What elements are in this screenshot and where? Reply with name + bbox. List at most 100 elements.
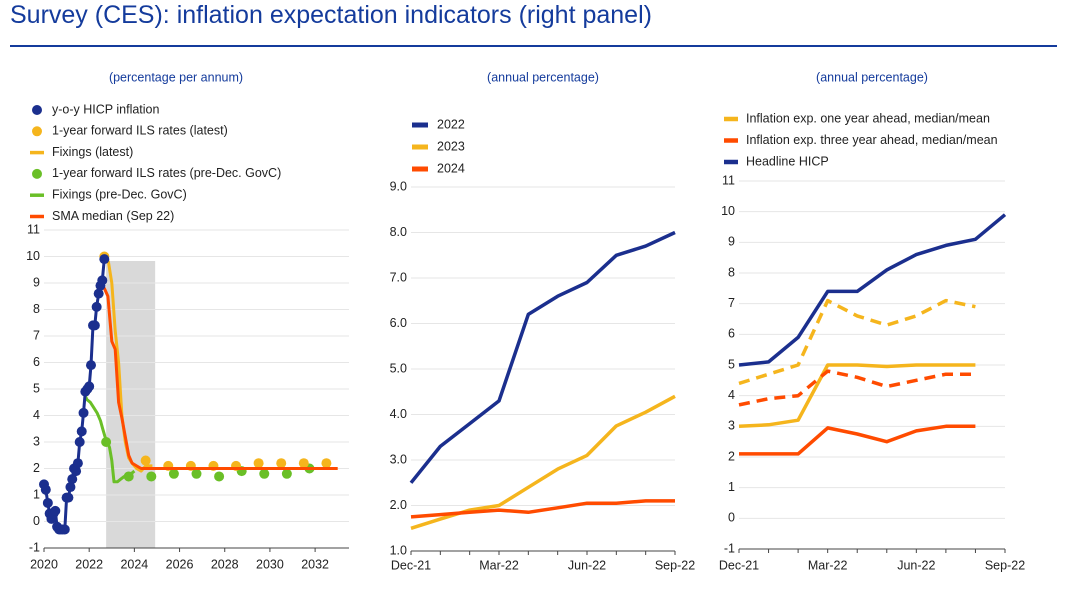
panel3-y-tick-label: 5 [728,357,735,371]
panel3-y-tick-label: 7 [728,296,735,310]
panel3-legend-label: Inflation exp. one year ahead, median/me… [746,111,990,125]
panel3-series-line [738,213,1007,367]
panel2-y-tick-label: 7.0 [390,270,407,284]
panel2-y-tick-label: 3.0 [390,452,407,466]
panel1-data-point [259,468,270,479]
panel1-legend-label: 1-year forward ILS rates (pre-Dec. GovC) [52,166,281,180]
panel3-legend-label: Inflation exp. three year ahead, median/… [746,133,998,147]
panel1-data-point [168,468,179,479]
panel1-series-line [99,282,338,470]
panel1-x-tick-label: 2028 [211,557,239,571]
panel2-y-tick-label: 4.0 [390,407,407,421]
panel1-y-tick-label: 2 [33,461,40,475]
panel3-x-tick-label: Jun-22 [897,558,935,572]
panel1-data-point [146,471,157,482]
panel1-data-point [97,275,108,286]
panel1-subtitle: (percentage per annum) [109,70,243,84]
panel1-data-point [59,524,70,535]
panel1-data-point [78,407,89,418]
panel1-x-tick-label: 2022 [75,557,103,571]
panel2-x-tick-label: Dec-21 [391,558,431,572]
panel2-y-tick-label: 5.0 [390,361,407,375]
panel1-data-point [191,468,202,479]
panel1-data-point [99,254,110,265]
panel3-y-tick-label: 4 [728,388,735,402]
panel1-data-point [84,381,95,392]
panel1-y-tick-label: 0 [33,514,40,528]
title-divider [10,45,1057,47]
page-title: Survey (CES): inflation expectation indi… [10,1,652,29]
panel2-legend-label: 2022 [437,117,465,131]
panel1-y-tick-label: 8 [33,302,40,316]
panel1-y-tick-label: 9 [33,275,40,289]
panel1-data-point [214,471,225,482]
panel1-y-tick-label: 7 [33,328,40,342]
panel2-subtitle: (annual percentage) [487,70,599,84]
panel1-x-tick-label: 2020 [30,557,58,571]
panel1-y-tick-label: -1 [29,540,40,554]
panel1-legend-label: SMA median (Sep 22) [52,209,174,223]
panel1-y-tick-label: 11 [27,222,40,236]
panel3-legend-label: Headline HICP [746,154,829,168]
panel1-data-point [93,288,104,299]
panel3-series-line [739,424,976,456]
panel1-data-point [253,458,264,469]
panel1-y-tick-label: 4 [33,408,40,422]
panel2-y-tick-label: 1.0 [390,543,407,557]
panel3-series-line [738,363,976,429]
panel1-y-tick-label: 3 [33,434,40,448]
panel3-y-tick-label: 8 [728,265,735,279]
panel2-x-tick-label: Sep-22 [655,558,695,572]
panel1-data-point [276,458,287,469]
panel3-y-tick-label: 1 [728,480,735,494]
panel2-x-tick-label: Mar-22 [479,558,519,572]
panel1-data-point [91,301,102,312]
panel1-legend-marker [32,168,42,179]
panel2-legend-label: 2024 [437,161,465,175]
panel1-data-point [72,458,83,469]
panel3-y-tick-label: 0 [728,511,735,525]
panel1-legend-marker [32,126,42,137]
panel3-y-tick-label: 2 [728,449,735,463]
panel3-x-tick-label: Sep-22 [985,558,1025,572]
panel1-data-point [140,455,151,466]
panel1-x-tick-label: 2024 [120,557,148,571]
panel1-data-point [101,437,112,447]
panel1-x-tick-label: 2026 [166,557,194,571]
panel1-legend-label: Fixings (pre-Dec. GovC) [52,187,187,201]
panel1-data-point [63,492,74,503]
panel1-data-point [89,320,100,331]
panel1-x-tick-label: 2030 [256,557,284,571]
panel1-data-point [74,437,85,447]
panel1-data-point [50,505,61,516]
panel2-y-tick-label: 8.0 [390,225,407,239]
panel1-y-tick-label: 10 [26,249,40,263]
panel1-data-point [85,360,96,371]
panel3-series-line [738,298,976,386]
panel3-series-line [738,369,976,407]
panel1-y-tick-label: 6 [33,355,40,369]
panel1-data-point [123,471,134,482]
panel3-y-tick-label: -1 [724,541,735,555]
panel1-legend-label: y-o-y HICP inflation [52,102,159,116]
panel2-series-line [409,230,676,484]
panel1-legend-marker [32,105,42,115]
panel2-y-tick-label: 2.0 [390,498,407,512]
panel1-data-point [76,426,87,437]
panel3-y-tick-label: 3 [728,419,735,433]
panel1-x-tick-label: 2032 [301,557,329,571]
panel1-data-point [65,482,76,493]
panel2-y-tick-label: 9.0 [390,179,407,193]
panel1-y-tick-label: 1 [33,487,40,501]
panel1-data-point [40,484,51,495]
panel1-data-point [298,458,309,469]
panel2-series-line [410,499,675,519]
panel3-y-tick-label: 6 [728,327,735,341]
panel1-legend-label: 1-year forward ILS rates (latest) [52,124,228,138]
panel1-legend-label: Fixings (latest) [52,145,133,159]
panel2-legend-label: 2023 [437,139,465,153]
panel2-y-tick-label: 6.0 [390,316,407,330]
panel2-x-tick-label: Jun-22 [568,558,606,572]
panel1-data-point [281,468,292,479]
